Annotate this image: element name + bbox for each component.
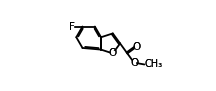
Text: F: F bbox=[69, 22, 75, 31]
Text: O: O bbox=[132, 42, 141, 52]
Bar bbox=[70, 24, 73, 29]
Text: CH₃: CH₃ bbox=[145, 60, 162, 69]
Text: O: O bbox=[130, 58, 138, 68]
Text: CH₃: CH₃ bbox=[145, 60, 162, 69]
Bar bbox=[135, 44, 138, 49]
Text: F: F bbox=[69, 22, 75, 31]
Bar bbox=[133, 60, 135, 65]
Text: O: O bbox=[109, 48, 117, 58]
Text: O: O bbox=[109, 48, 117, 58]
Text: O: O bbox=[132, 42, 141, 52]
Bar bbox=[111, 51, 114, 56]
Text: O: O bbox=[130, 58, 138, 68]
